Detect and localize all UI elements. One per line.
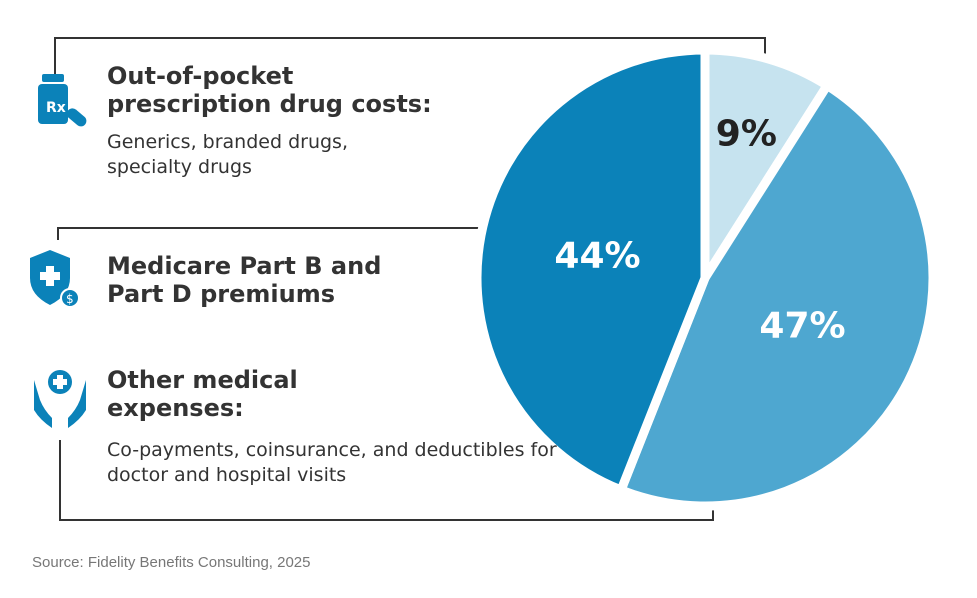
icon-shield: $ — [30, 250, 80, 308]
svg-text:Rx: Rx — [46, 100, 66, 116]
pie-slice — [472, 45, 710, 496]
value-label: 9% — [716, 114, 777, 155]
svg-text:$: $ — [66, 292, 74, 306]
pie-slice — [615, 79, 938, 511]
legend-description: Generics, branded drugs, specialty drugs — [107, 131, 348, 178]
source: Source: Fidelity Benefits Consulting, 20… — [32, 554, 311, 571]
icon-hands — [34, 370, 86, 428]
value-label: 47% — [759, 306, 845, 347]
pie-slice — [700, 45, 834, 294]
value-label: 44% — [554, 235, 640, 276]
icon-rx: Rx — [38, 74, 87, 127]
legend-title: Medicare Part B and Part D premiums — [107, 252, 382, 308]
legend-title: Out-of-pocket prescription drug costs: — [107, 62, 432, 118]
legend-description: Co-payments, coinsurance, and deductible… — [107, 439, 557, 486]
connector — [57, 227, 518, 240]
legend-title: Other medical expenses: — [107, 366, 298, 422]
